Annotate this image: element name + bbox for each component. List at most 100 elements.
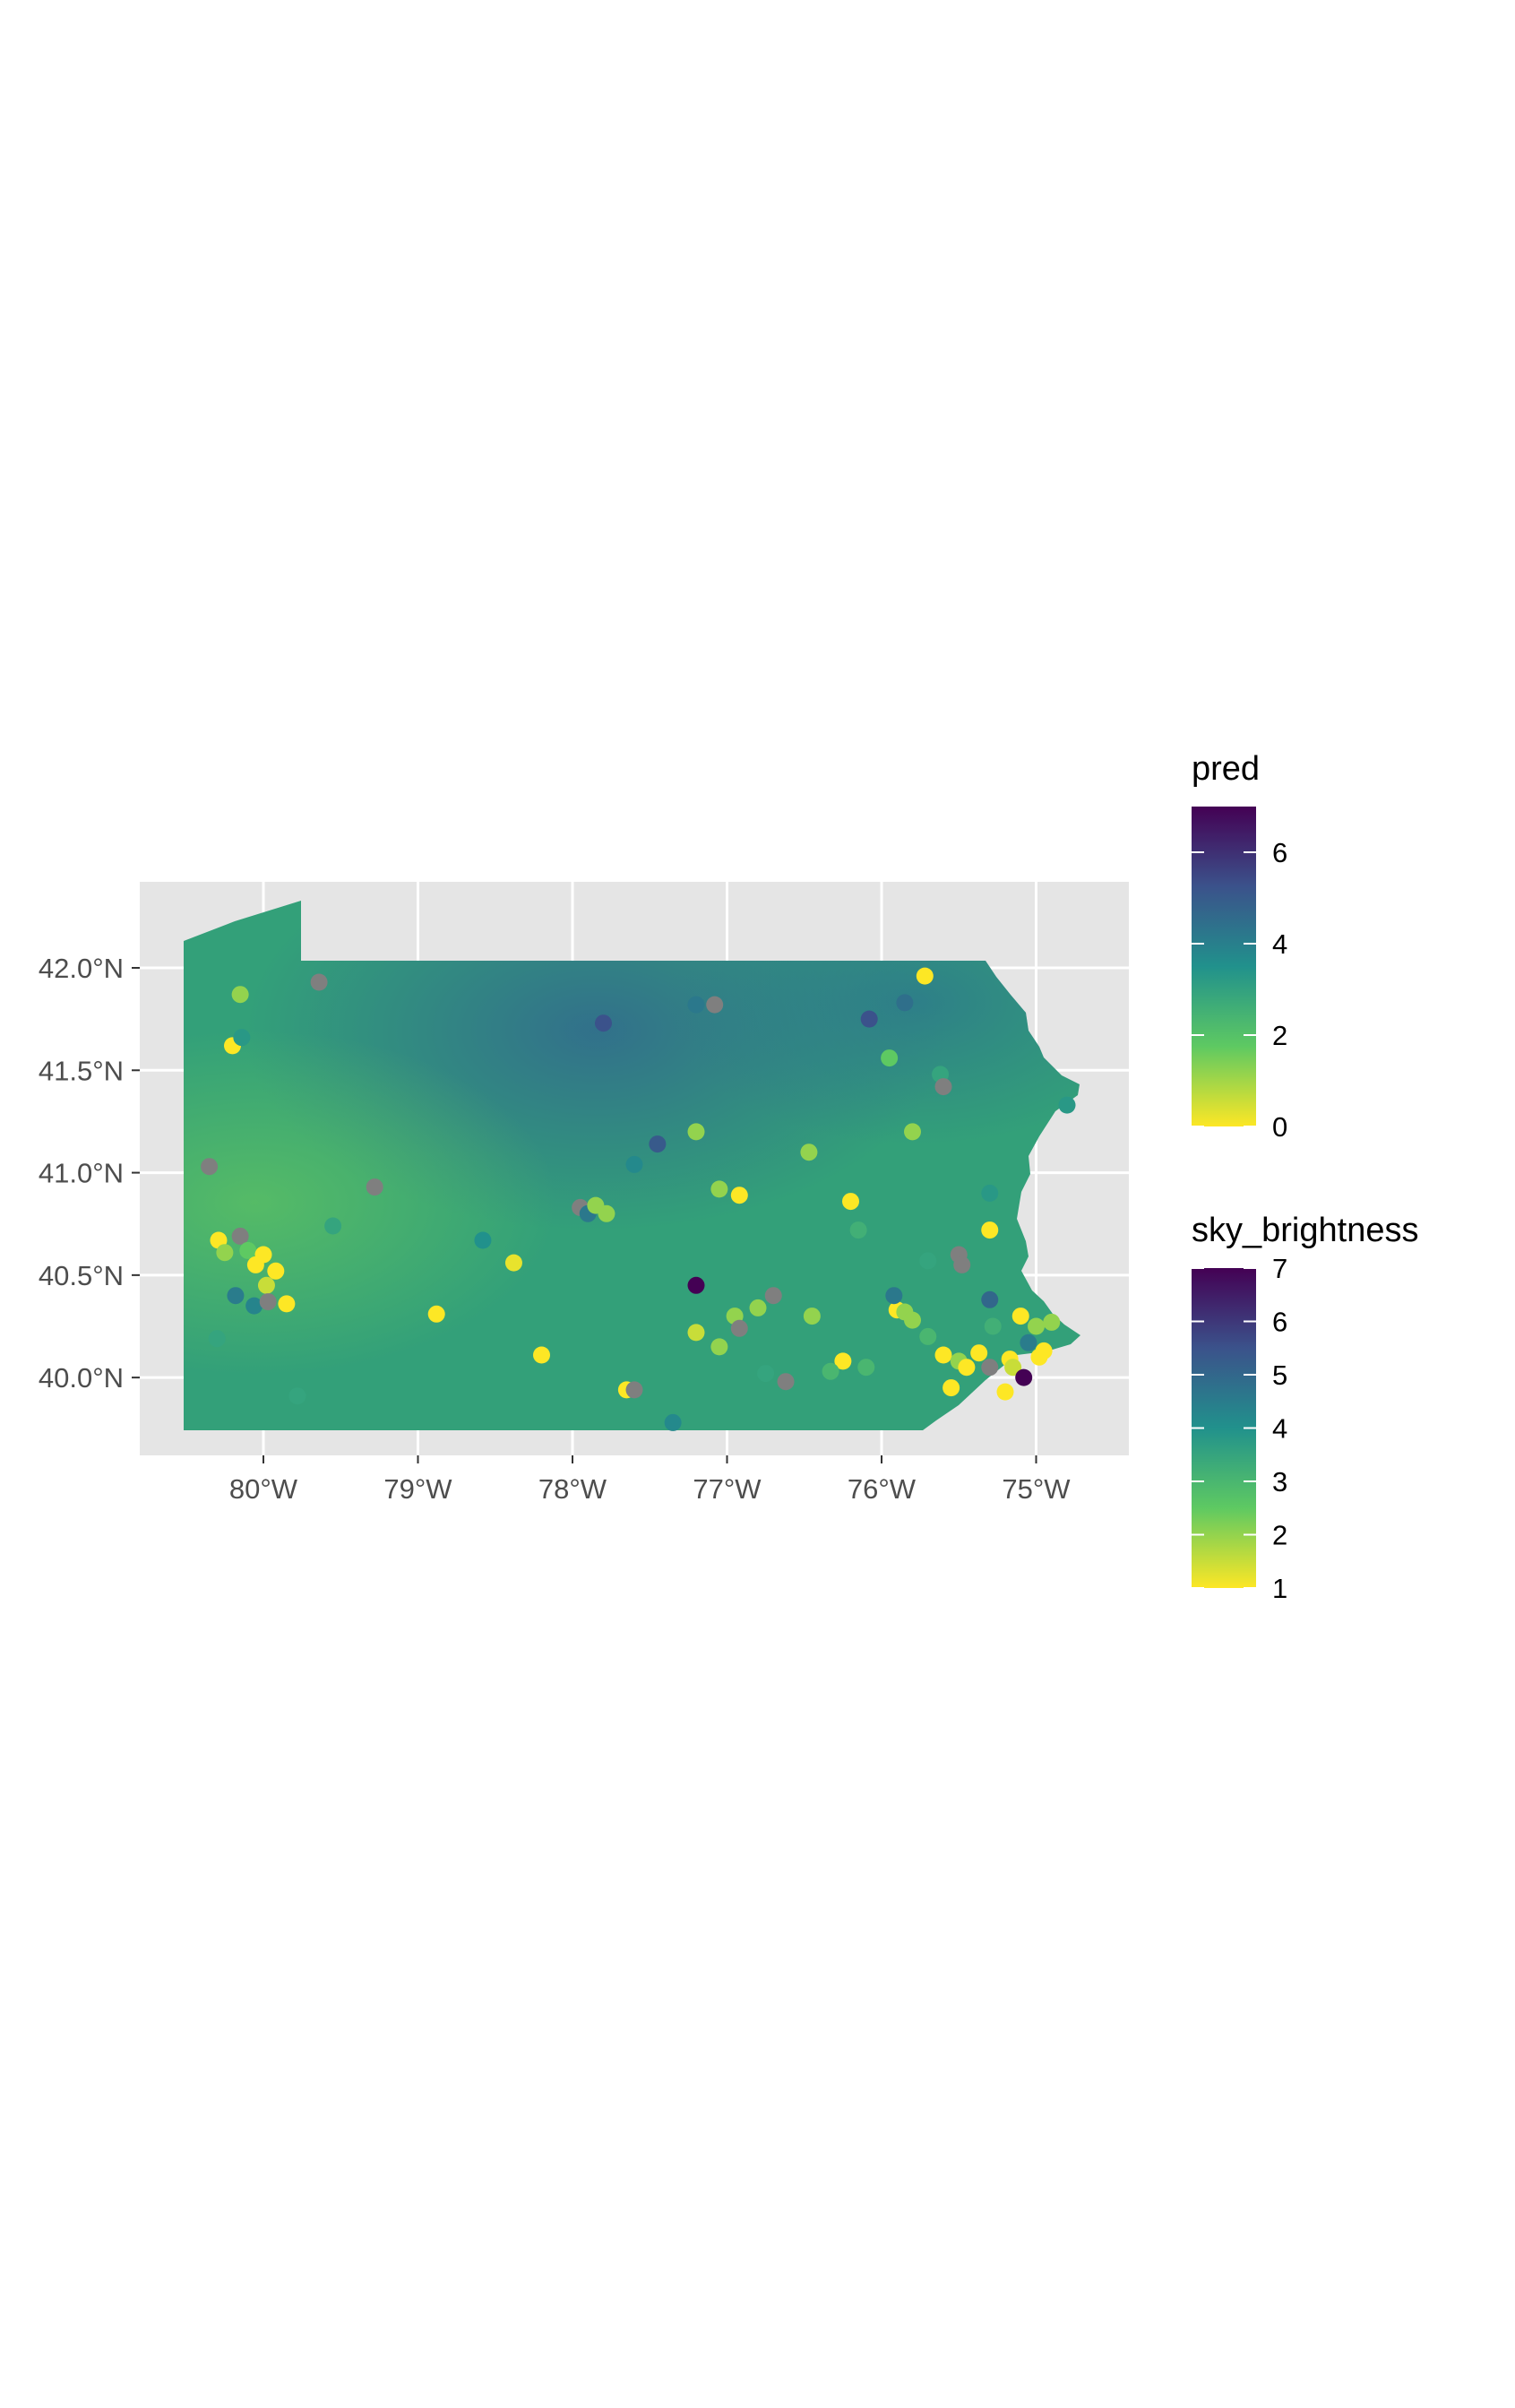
sample-point	[267, 1262, 285, 1280]
sample-point	[278, 1295, 296, 1313]
sample-point	[595, 1014, 612, 1032]
sample-point	[208, 1330, 226, 1348]
sample-point	[427, 1305, 445, 1323]
legend-tick-label: 5	[1272, 1359, 1287, 1391]
sample-point	[981, 1184, 999, 1202]
sample-point	[984, 1317, 1002, 1335]
sample-point	[1058, 1096, 1076, 1114]
sample-point	[710, 1338, 728, 1356]
legend-tick-label: 1	[1272, 1573, 1287, 1604]
sample-point	[970, 1344, 988, 1362]
sample-point	[981, 1221, 999, 1239]
legend-sky-brightness: sky_brightness 7 6 5 4 3 2 1	[1192, 1212, 1418, 1604]
sample-point	[777, 1373, 795, 1391]
sample-point	[934, 1078, 952, 1096]
sample-point	[1043, 1313, 1061, 1331]
sample-point	[730, 1319, 748, 1337]
x-tick-label: 78°W	[538, 1473, 607, 1505]
sample-point	[664, 1413, 682, 1431]
sample-point	[1015, 1368, 1033, 1386]
legend-tick-label: 6	[1272, 1307, 1287, 1338]
sample-point	[231, 1227, 249, 1245]
legend-tick-label: 4	[1272, 928, 1287, 960]
sample-point	[474, 1231, 492, 1249]
sample-point	[764, 1287, 782, 1305]
sample-point	[649, 1135, 667, 1153]
legend-tick-label: 2	[1272, 1020, 1287, 1051]
legend-pred-colorbar	[1192, 807, 1256, 1126]
sample-point	[1028, 1317, 1045, 1335]
sample-point	[227, 1287, 245, 1305]
sample-points	[201, 967, 1076, 1431]
sample-point	[919, 1327, 937, 1345]
legend-sky-title: sky_brightness	[1192, 1212, 1418, 1249]
sample-point	[310, 973, 328, 991]
legend-tick-label: 4	[1272, 1413, 1287, 1445]
sample-point	[625, 1381, 643, 1399]
sample-point	[881, 1049, 899, 1067]
sample-point	[254, 1246, 272, 1264]
sample-point	[687, 1276, 705, 1294]
sample-point	[730, 1187, 748, 1204]
sample-point	[533, 1346, 550, 1364]
sample-point	[1020, 1333, 1037, 1351]
sample-point	[687, 996, 705, 1014]
sample-point	[757, 1365, 775, 1383]
sample-point	[1030, 1348, 1048, 1366]
sample-point	[706, 996, 724, 1014]
sample-point	[860, 1010, 878, 1028]
sample-point	[996, 1383, 1014, 1401]
sample-point	[1004, 1359, 1022, 1377]
y-tick-label: 41.5°N	[39, 1055, 124, 1086]
sample-point	[916, 967, 934, 985]
sample-point	[981, 1290, 999, 1308]
sample-point	[201, 1158, 219, 1176]
sample-point	[245, 1297, 263, 1315]
y-tick-label: 41.0°N	[39, 1158, 124, 1189]
legend-tick-label: 2	[1272, 1520, 1287, 1551]
sample-point	[749, 1299, 767, 1316]
sample-point	[934, 1346, 952, 1364]
sample-point	[324, 1217, 342, 1235]
sample-point	[233, 1029, 251, 1047]
legend-tick-label: 3	[1272, 1466, 1287, 1497]
sample-point	[822, 1362, 839, 1380]
x-tick-label: 77°W	[693, 1473, 762, 1505]
y-tick-label: 42.0°N	[39, 953, 124, 984]
legend-pred-title: pred	[1192, 750, 1260, 788]
sample-point	[953, 1256, 971, 1273]
sample-point	[366, 1178, 383, 1196]
legend-tick-label: 7	[1272, 1253, 1287, 1284]
sample-point	[216, 1244, 234, 1262]
sample-point	[687, 1324, 705, 1342]
sample-point	[710, 1180, 728, 1198]
sample-point	[803, 1308, 821, 1325]
y-axis: 40.0°N 40.5°N 41.0°N 41.5°N 42.0°N	[39, 953, 140, 1394]
sample-point	[800, 1144, 818, 1161]
x-tick-label: 75°W	[1002, 1473, 1071, 1505]
sample-point	[896, 994, 914, 1012]
sample-point	[834, 1352, 852, 1370]
sample-point	[239, 1241, 257, 1259]
sample-point	[904, 1123, 921, 1141]
sample-point	[958, 1359, 976, 1377]
sample-point	[231, 986, 249, 1004]
sample-point	[259, 1293, 277, 1311]
legend-pred: pred 6 4 2 0	[1192, 750, 1287, 1143]
sample-point	[885, 1287, 903, 1305]
sample-point	[257, 1276, 275, 1294]
x-tick-label: 80°W	[229, 1473, 298, 1505]
sample-point	[943, 1379, 960, 1397]
sample-point	[919, 1252, 937, 1270]
x-tick-label: 79°W	[383, 1473, 452, 1505]
sample-point	[1011, 1308, 1029, 1325]
sample-point	[981, 1359, 999, 1377]
sample-point	[625, 1155, 643, 1173]
sample-point	[857, 1359, 875, 1377]
sample-point	[904, 1311, 921, 1329]
x-axis: 80°W 79°W 78°W 77°W 76°W 75°W	[229, 1455, 1071, 1505]
sample-point	[504, 1254, 522, 1272]
sample-point	[842, 1193, 859, 1211]
sample-point	[288, 1387, 306, 1405]
